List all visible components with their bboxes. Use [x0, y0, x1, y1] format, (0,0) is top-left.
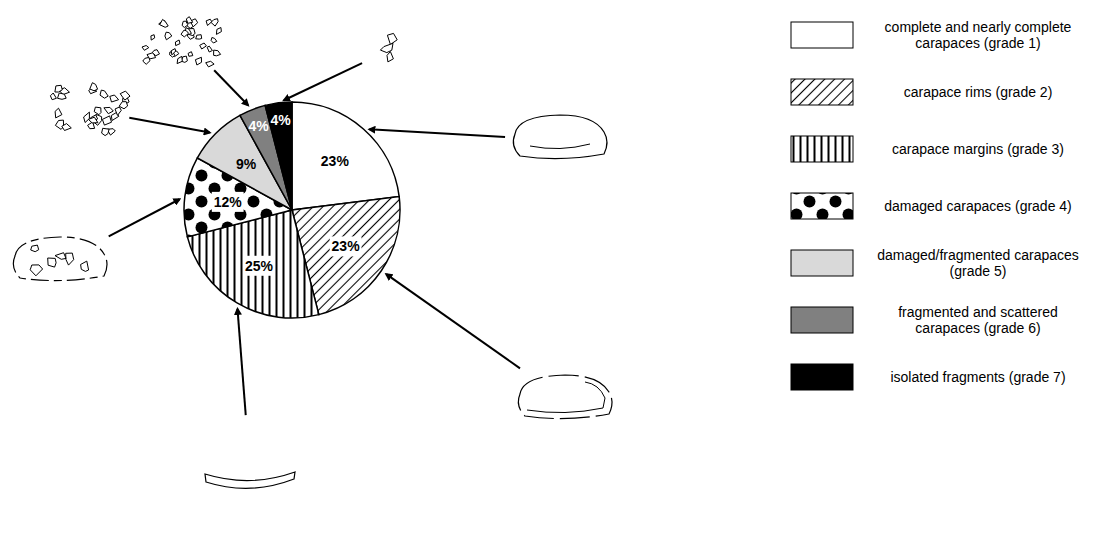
- svg-text:isolated fragments (grade 7): isolated fragments (grade 7): [890, 369, 1065, 385]
- svg-text:fragmented and scatteredcarapa: fragmented and scatteredcarapaces (grade…: [898, 304, 1058, 336]
- svg-text:4%: 4%: [271, 112, 292, 128]
- svg-text:damaged carapaces (grade 4): damaged carapaces (grade 4): [884, 198, 1072, 214]
- svg-text:4%: 4%: [248, 118, 269, 134]
- svg-text:12%: 12%: [214, 194, 243, 210]
- svg-text:damaged/fragmented carapaces(g: damaged/fragmented carapaces(grade 5): [877, 247, 1079, 279]
- svg-text:9%: 9%: [236, 156, 257, 172]
- svg-text:23%: 23%: [321, 153, 350, 169]
- svg-text:25%: 25%: [245, 258, 274, 274]
- svg-text:complete and nearly completeca: complete and nearly completecarapaces (g…: [885, 19, 1072, 51]
- svg-text:23%: 23%: [332, 238, 361, 254]
- svg-text:carapace rims (grade 2): carapace rims (grade 2): [904, 84, 1053, 100]
- svg-text:carapace margins (grade 3): carapace margins (grade 3): [892, 141, 1064, 157]
